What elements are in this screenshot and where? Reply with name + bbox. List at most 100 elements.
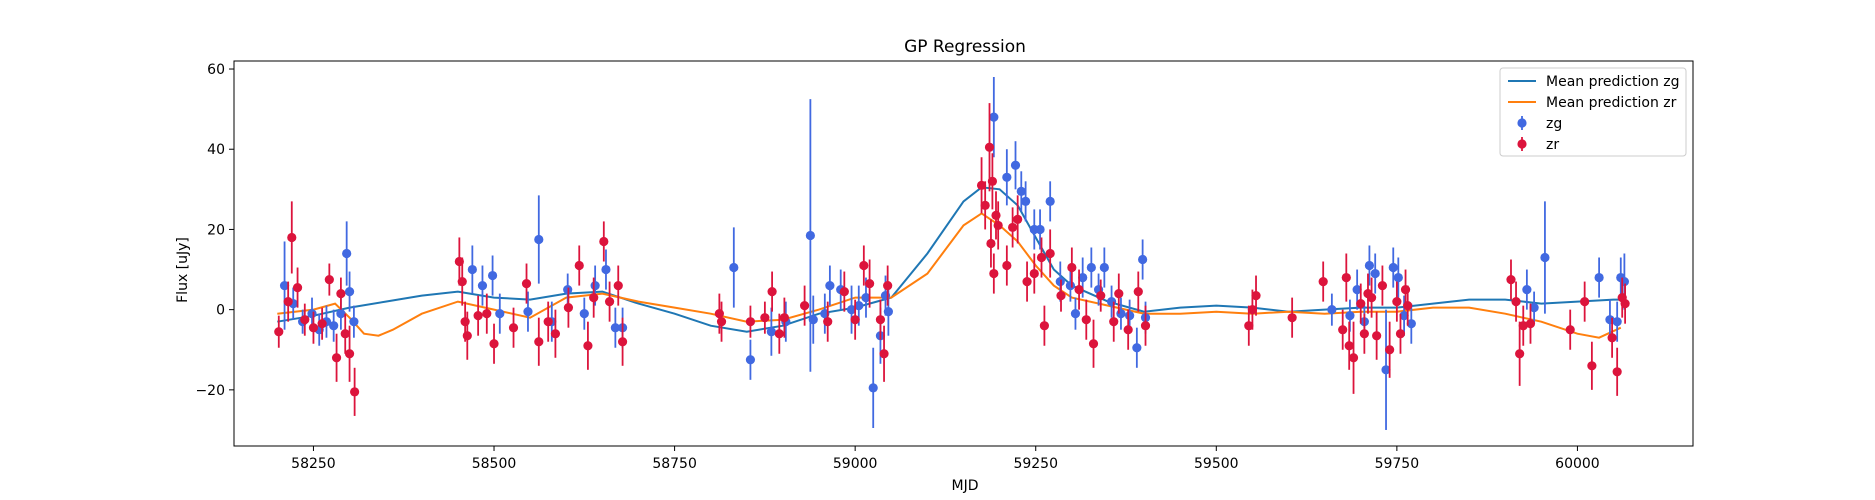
zg-point	[825, 265, 835, 306]
zg-point	[523, 291, 533, 332]
zg-marker	[766, 327, 776, 337]
zg-marker	[1540, 252, 1550, 263]
zr-point	[1565, 309, 1575, 350]
zg-point	[342, 221, 352, 286]
zr-point	[292, 267, 303, 308]
zr-marker	[1008, 222, 1018, 233]
x-tick-label: 58250	[291, 456, 336, 472]
x-tick-label: 60000	[1555, 456, 1600, 472]
zr-marker	[1109, 317, 1119, 327]
zr-point	[1096, 279, 1106, 312]
zr-point	[274, 315, 284, 348]
zr-marker	[308, 323, 319, 333]
zr-point	[336, 277, 346, 310]
zr-marker	[859, 260, 869, 271]
zr-marker	[274, 327, 284, 337]
zr-marker	[324, 274, 334, 285]
zr-marker	[1392, 297, 1402, 307]
zg-point	[1106, 285, 1117, 318]
zr-marker	[1366, 293, 1377, 303]
x-tick-label: 59000	[833, 456, 878, 472]
zr-marker	[283, 297, 293, 307]
zr-point	[1341, 253, 1351, 302]
zg-marker	[1529, 303, 1539, 313]
zr-point	[1403, 285, 1413, 326]
zr-point	[308, 311, 319, 344]
zg-marker	[1345, 311, 1355, 321]
zr-point	[1356, 283, 1366, 324]
zr-marker	[460, 317, 470, 327]
zr-marker	[292, 282, 303, 293]
zr-marker	[986, 238, 996, 249]
zr-point	[1607, 317, 1617, 358]
zr-point	[1318, 261, 1328, 302]
zr-point	[1067, 247, 1077, 288]
zr-point	[1372, 311, 1382, 360]
zr-marker	[1096, 291, 1106, 301]
zr-marker	[1511, 297, 1521, 307]
legend-item-zg: zg	[1517, 116, 1562, 132]
zr-marker	[991, 210, 1001, 221]
zg-point	[1522, 269, 1532, 310]
zr-marker	[839, 286, 849, 297]
zr-point	[1392, 281, 1402, 322]
zg-point	[1381, 309, 1391, 430]
zr-marker	[1114, 289, 1124, 299]
zr-point	[767, 271, 777, 312]
zg-marker	[1594, 272, 1604, 283]
x-tick-label: 58500	[472, 456, 517, 472]
legend-marker-swatch	[1517, 139, 1527, 149]
zr-point	[344, 325, 355, 382]
zg-point	[344, 271, 355, 312]
zg-marker	[883, 307, 893, 317]
zr-point	[850, 299, 860, 340]
zg-marker	[745, 355, 756, 365]
zr-point	[989, 253, 999, 294]
zg-marker	[534, 234, 544, 245]
zr-point	[589, 277, 599, 318]
zg-point	[467, 245, 477, 294]
zr-marker	[883, 280, 893, 291]
zr-marker	[1356, 299, 1366, 309]
zr-point	[1515, 321, 1525, 386]
zg-point	[1099, 247, 1109, 288]
zr-marker	[1344, 341, 1354, 351]
y-axis-label: Flux [uJy]	[175, 237, 191, 303]
zg-marker	[1406, 319, 1416, 329]
y-tick-label: 0	[216, 303, 225, 319]
zg-marker	[1099, 262, 1109, 273]
zr-marker	[767, 286, 777, 297]
zg-point	[1540, 201, 1550, 314]
zr-point	[859, 245, 869, 286]
zr-marker	[1247, 305, 1258, 315]
zg-point	[1045, 181, 1055, 222]
zr-point	[521, 263, 532, 304]
zg-point	[846, 285, 857, 334]
zg-point	[1370, 253, 1380, 294]
zg-point	[868, 347, 878, 428]
zr-point	[883, 265, 893, 306]
zg-point	[1327, 293, 1337, 326]
zr-point	[1580, 281, 1590, 322]
zr-marker	[489, 339, 499, 349]
zr-point	[489, 323, 499, 364]
y-tick-label: −20	[195, 383, 225, 399]
zr-point	[1287, 297, 1297, 338]
zr-marker	[1372, 331, 1382, 341]
zg-point	[601, 249, 611, 290]
zg-point	[1529, 291, 1539, 324]
zr-point	[340, 313, 350, 354]
zr-point	[875, 299, 886, 340]
zg-point	[534, 195, 544, 284]
zr-marker	[823, 317, 833, 327]
zr-point	[1344, 321, 1354, 370]
zr-marker	[879, 349, 889, 359]
zr-marker	[984, 142, 995, 152]
zg-marker	[610, 323, 620, 333]
zr-marker	[1251, 291, 1261, 301]
zg-point	[1388, 247, 1398, 288]
zg-point	[745, 339, 756, 380]
zr-point	[1056, 279, 1066, 312]
x-tick-label: 58750	[652, 456, 697, 472]
zr-point	[865, 259, 875, 308]
